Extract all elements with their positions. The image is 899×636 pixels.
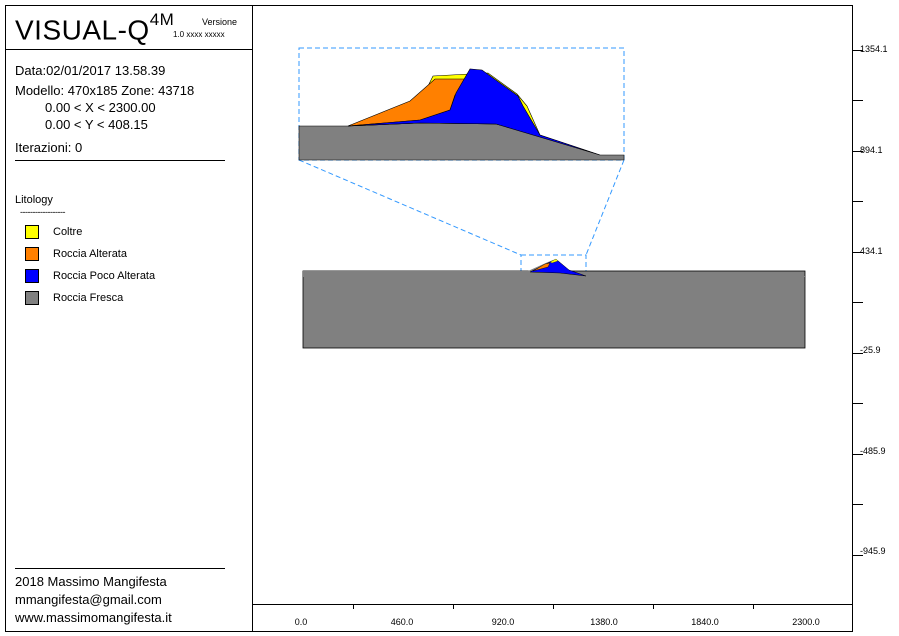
legend-swatch-coltre bbox=[25, 225, 39, 239]
x-tick bbox=[653, 604, 654, 609]
y-tick bbox=[853, 100, 863, 101]
x-tick-label: 1380.0 bbox=[590, 617, 618, 627]
y-tick bbox=[853, 353, 863, 354]
app-title-text: VISUAL-Q bbox=[15, 14, 150, 46]
legend-label: Roccia Alterata bbox=[53, 248, 127, 260]
y-tick bbox=[853, 403, 863, 404]
title-box: VISUAL-Q4M Versione 1.0 xxxx xxxxx bbox=[5, 5, 252, 50]
x-tick-label: 0.0 bbox=[294, 617, 308, 627]
main-coltre bbox=[549, 258, 559, 264]
footer-divider bbox=[15, 568, 225, 569]
y-tick-label: 434.1 bbox=[860, 246, 883, 256]
divider bbox=[15, 160, 225, 161]
legend-swatch-roccia-alterata bbox=[25, 247, 39, 261]
main-roccia-fresca bbox=[302, 270, 806, 349]
info-panel: VISUAL-Q4M Versione 1.0 xxxx xxxxx Data:… bbox=[5, 5, 253, 632]
x-tick-label: 920.0 bbox=[491, 617, 515, 627]
y-tick bbox=[853, 252, 863, 253]
y-tick-label: -25.9 bbox=[860, 345, 881, 355]
inset-roccia-fresca bbox=[298, 122, 625, 161]
x-tick-label: 460.0 bbox=[390, 617, 414, 627]
x-tick-label: 2300.0 bbox=[792, 617, 820, 627]
y-tick-label: -485.9 bbox=[860, 446, 886, 456]
y-tick-label: 894.1 bbox=[860, 145, 883, 155]
y-tick bbox=[853, 50, 863, 51]
inset-roccia-poco-alterata bbox=[347, 68, 601, 156]
footer-email[interactable]: mmangifesta@gmail.com bbox=[15, 592, 162, 607]
legend-label: Coltre bbox=[53, 226, 83, 238]
y-tick-label: -945.9 bbox=[860, 546, 886, 556]
legend-swatch-roccia-poco-alterata bbox=[25, 269, 39, 283]
x-tick bbox=[553, 604, 554, 609]
y-range-text: 0.00 < Y < 408.15 bbox=[45, 117, 148, 132]
main-roccia-alterata bbox=[532, 262, 551, 272]
zoom-connector-left bbox=[298, 159, 522, 256]
legend-title: Litology bbox=[15, 194, 53, 206]
legend-swatch-roccia-fresca bbox=[25, 291, 39, 305]
version-value: 1.0 xxxx xxxxx bbox=[173, 30, 225, 39]
zoom-connector-right bbox=[585, 159, 625, 256]
x-tick bbox=[353, 604, 354, 609]
y-tick bbox=[853, 555, 863, 556]
footer-author: 2018 Massimo Mangifesta bbox=[15, 574, 167, 589]
zoom-source-frame bbox=[520, 254, 587, 276]
y-tick bbox=[853, 151, 863, 152]
date-text: Data:02/01/2017 13.58.39 bbox=[15, 63, 166, 78]
x-tick bbox=[753, 604, 754, 609]
y-tick bbox=[853, 302, 863, 303]
x-range-text: 0.00 < X < 2300.00 bbox=[45, 100, 156, 115]
y-tick bbox=[853, 201, 863, 202]
footer-website[interactable]: www.massimomangifesta.it bbox=[15, 610, 172, 625]
legend-label: Roccia Poco Alterata bbox=[53, 270, 156, 282]
y-tick bbox=[853, 454, 863, 455]
x-tick bbox=[453, 604, 454, 609]
y-tick bbox=[853, 504, 863, 505]
zoom-inset-frame bbox=[298, 47, 625, 161]
iterations-text: Iterazioni: 0 bbox=[15, 140, 83, 155]
legend-label: Roccia Fresca bbox=[53, 292, 124, 304]
app-title-sup: 4M bbox=[149, 10, 175, 29]
x-tick-label: 1840.0 bbox=[691, 617, 719, 627]
legend-separator: ------------------ bbox=[20, 207, 65, 217]
y-tick-label: 1354.1 bbox=[860, 44, 888, 54]
version-label: Versione bbox=[202, 17, 238, 27]
window-frame bbox=[5, 5, 853, 632]
model-text: Modello: 470x185 Zone: 43718 bbox=[15, 83, 195, 98]
app-title: VISUAL-Q4M bbox=[15, 10, 174, 46]
